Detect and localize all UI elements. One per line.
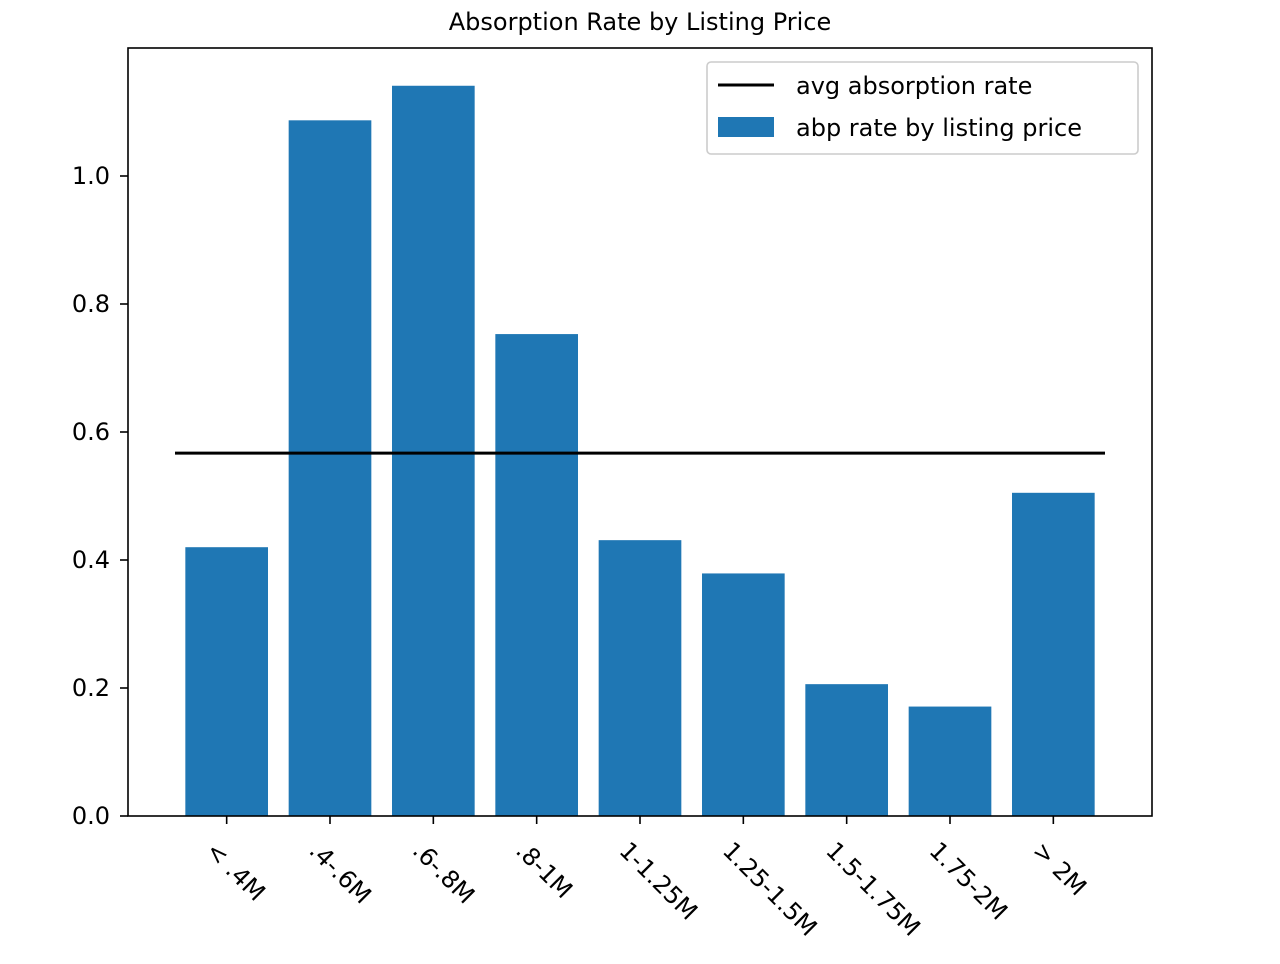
x-tick-label: > 2M bbox=[1027, 836, 1092, 901]
legend-box bbox=[706, 61, 1139, 155]
y-tick-label: 0.0 bbox=[72, 802, 110, 830]
legend-bar-swatch bbox=[718, 117, 774, 137]
y-tick-label: 0.4 bbox=[72, 546, 110, 574]
x-tick-label: 1.25-1.5M bbox=[717, 836, 822, 941]
legend: avg absorption rate abp rate by listing … bbox=[706, 61, 1139, 155]
x-tick-label: .8-1M bbox=[510, 836, 578, 904]
x-tick-label: < .4M bbox=[200, 836, 270, 906]
bars-layer bbox=[185, 85, 1095, 816]
y-tick-label: 1.0 bbox=[72, 162, 110, 190]
bar bbox=[805, 684, 888, 816]
chart-title: Absorption Rate by Listing Price bbox=[449, 8, 832, 36]
bar bbox=[392, 85, 475, 816]
bar bbox=[702, 573, 785, 816]
x-axis: < .4M .4-.6M .6-.8M .8-1M 1-1.25M 1.25-1.5M1.… bbox=[200, 816, 1092, 942]
x-tick-label: 1.75-2M bbox=[924, 836, 1013, 925]
bar bbox=[495, 334, 578, 816]
bar bbox=[598, 540, 682, 816]
bar bbox=[288, 120, 372, 816]
x-tick-label: 1-1.25M bbox=[614, 836, 703, 925]
y-tick-label: 0.2 bbox=[72, 674, 110, 702]
legend-label-avg-absorption-rate: avg absorption rate bbox=[796, 72, 1032, 100]
x-tick-label: .4-.6M bbox=[304, 836, 377, 909]
bar bbox=[1012, 492, 1095, 816]
bar bbox=[908, 706, 992, 816]
y-tick-label: 0.8 bbox=[72, 290, 110, 318]
bar bbox=[185, 547, 268, 816]
y-axis: 0.0 0.2 0.4 0.6 0.8 1.0 bbox=[72, 162, 128, 830]
x-tick-label: 1.5-1.75M bbox=[820, 836, 925, 941]
y-tick-label: 0.6 bbox=[72, 418, 110, 446]
legend-label-abp-rate: abp rate by listing price bbox=[796, 114, 1082, 142]
x-tick-label: .6-.8M bbox=[407, 836, 480, 909]
